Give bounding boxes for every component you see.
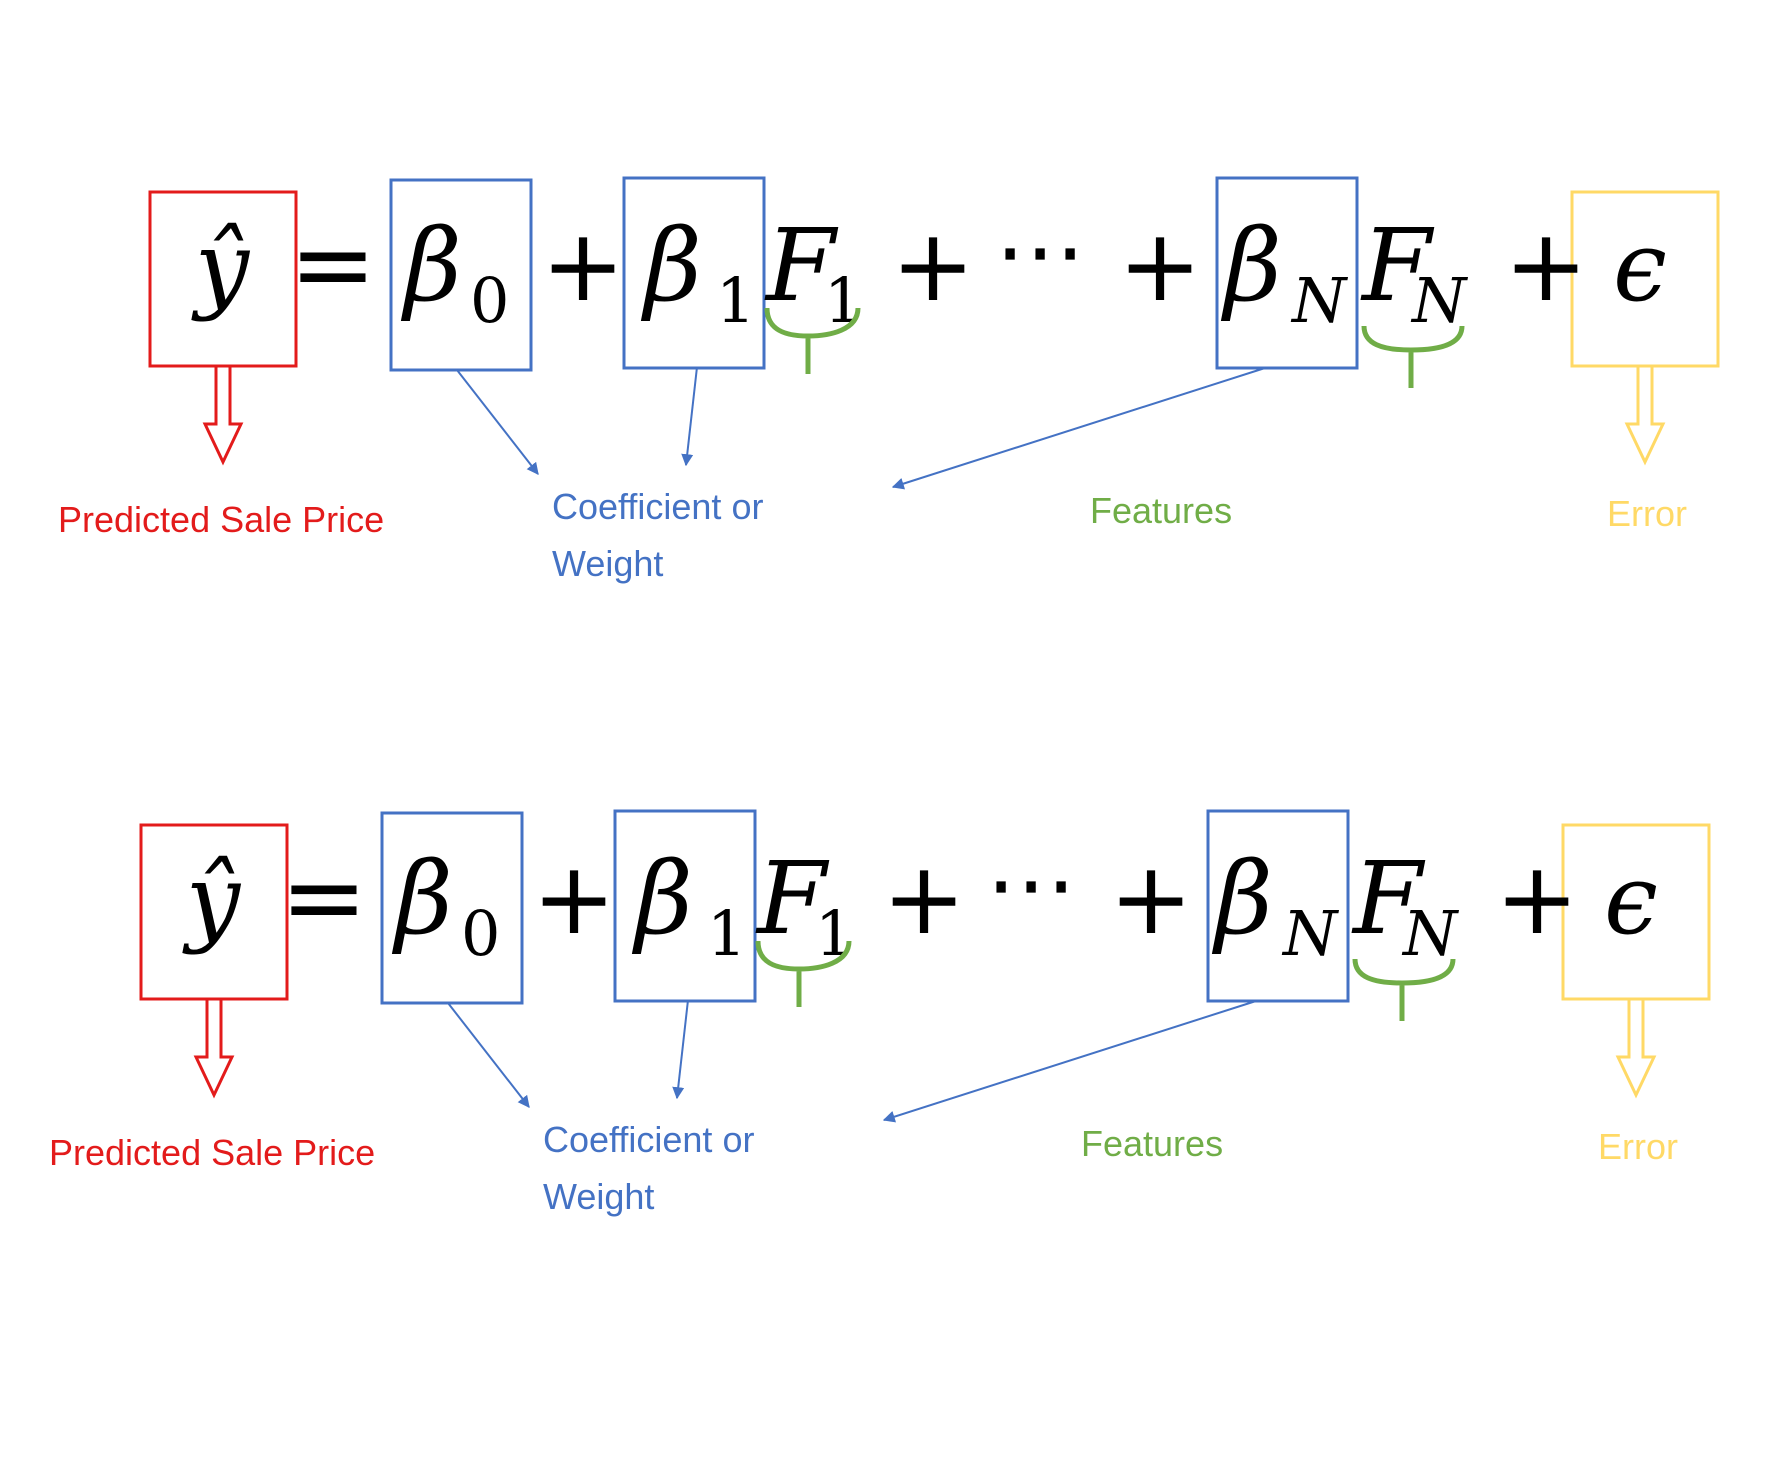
- coefficient-pointer-arrow-icon: [882, 1000, 1257, 1123]
- beta-n-symbol: β: [1211, 840, 1273, 957]
- feature-1-brace-icon: [755, 940, 852, 1007]
- feature-1-symbol: F: [755, 840, 830, 957]
- plus-sign-3: +: [1118, 207, 1202, 324]
- error-label: Error: [1607, 493, 1687, 534]
- coefficient-label-line1: Coefficient or: [552, 486, 763, 527]
- beta-0-subscript: 0: [461, 897, 500, 970]
- feature-1-subscript: 1: [815, 897, 854, 970]
- predicted-arrow-icon: [193, 999, 235, 1099]
- features-label: Features: [1081, 1123, 1223, 1164]
- plus-sign-4: +: [1504, 207, 1588, 324]
- coefficient-box-0: [389, 178, 533, 372]
- epsilon-symbol: ϵ: [1604, 844, 1658, 956]
- plus-sign-4: +: [1495, 840, 1579, 957]
- ellipsis: ⋯: [995, 199, 1085, 304]
- y-hat-symbol: ŷ: [182, 844, 242, 956]
- plus-sign-3: +: [1109, 840, 1193, 957]
- epsilon-symbol: ϵ: [1613, 211, 1667, 323]
- error-arrow-icon: [1624, 366, 1666, 466]
- feature-n-brace-icon: [1352, 958, 1456, 1021]
- coefficient-label-line2: Weight: [552, 543, 663, 584]
- error-box: [1570, 190, 1720, 368]
- coefficient-pointer-arrow-icon: [672, 999, 689, 1100]
- beta-n-subscript: N: [1281, 897, 1340, 970]
- coefficient-box-n: [1206, 809, 1350, 1003]
- predicted-sale-price-label: Predicted Sale Price: [49, 1132, 375, 1173]
- prediction-box: [148, 190, 298, 368]
- error-arrow-icon: [1615, 999, 1657, 1099]
- coefficient-box-1: [613, 809, 757, 1003]
- beta-1-subscript: 1: [707, 897, 746, 970]
- beta-n-symbol: β: [1220, 207, 1282, 324]
- coefficient-pointer-arrow-icon: [681, 366, 698, 467]
- coefficient-pointer-arrow-icon: [456, 369, 539, 475]
- coefficient-box-n: [1215, 176, 1359, 370]
- feature-1-brace-icon: [764, 307, 861, 374]
- coefficient-box-1: [622, 176, 766, 370]
- beta-n-subscript: N: [1290, 264, 1349, 337]
- equals-sign: =: [280, 836, 367, 958]
- equation-panel-1: ŷ = β 0 + β 1 F 1 + ⋯ + β N F N + ϵ Pred…: [58, 176, 1720, 584]
- beta-1-symbol: β: [631, 840, 693, 957]
- plus-sign-2: +: [882, 840, 966, 957]
- beta-0-subscript: 0: [470, 264, 509, 337]
- y-hat-symbol: ŷ: [191, 211, 251, 323]
- plus-sign-1: +: [541, 207, 625, 324]
- feature-n-symbol: F: [1351, 840, 1426, 957]
- feature-n-subscript: N: [1410, 264, 1469, 337]
- prediction-box: [139, 823, 289, 1001]
- plus-sign-1: +: [532, 840, 616, 957]
- features-label: Features: [1090, 490, 1232, 531]
- beta-0-symbol: β: [391, 840, 453, 957]
- error-label: Error: [1598, 1126, 1678, 1167]
- equals-sign: =: [289, 203, 376, 325]
- beta-1-subscript: 1: [716, 264, 755, 337]
- predicted-arrow-icon: [202, 366, 244, 466]
- feature-n-symbol: F: [1360, 207, 1435, 324]
- error-box: [1561, 823, 1711, 1001]
- feature-1-symbol: F: [764, 207, 839, 324]
- feature-n-brace-icon: [1361, 325, 1465, 388]
- coefficient-label-line1: Coefficient or: [543, 1119, 754, 1160]
- feature-n-subscript: N: [1401, 897, 1460, 970]
- beta-1-symbol: β: [640, 207, 702, 324]
- beta-0-symbol: β: [400, 207, 462, 324]
- equation-panel-2: ŷ = β 0 + β 1 F 1 + ⋯ + β N F N + ϵ Pred…: [49, 809, 1711, 1217]
- coefficient-pointer-arrow-icon: [447, 1002, 530, 1108]
- coefficient-label-line2: Weight: [543, 1176, 654, 1217]
- ellipsis: ⋯: [986, 832, 1076, 937]
- plus-sign-2: +: [891, 207, 975, 324]
- coefficient-pointer-arrow-icon: [891, 367, 1266, 490]
- predicted-sale-price-label: Predicted Sale Price: [58, 499, 384, 540]
- coefficient-box-0: [380, 811, 524, 1005]
- feature-1-subscript: 1: [824, 264, 863, 337]
